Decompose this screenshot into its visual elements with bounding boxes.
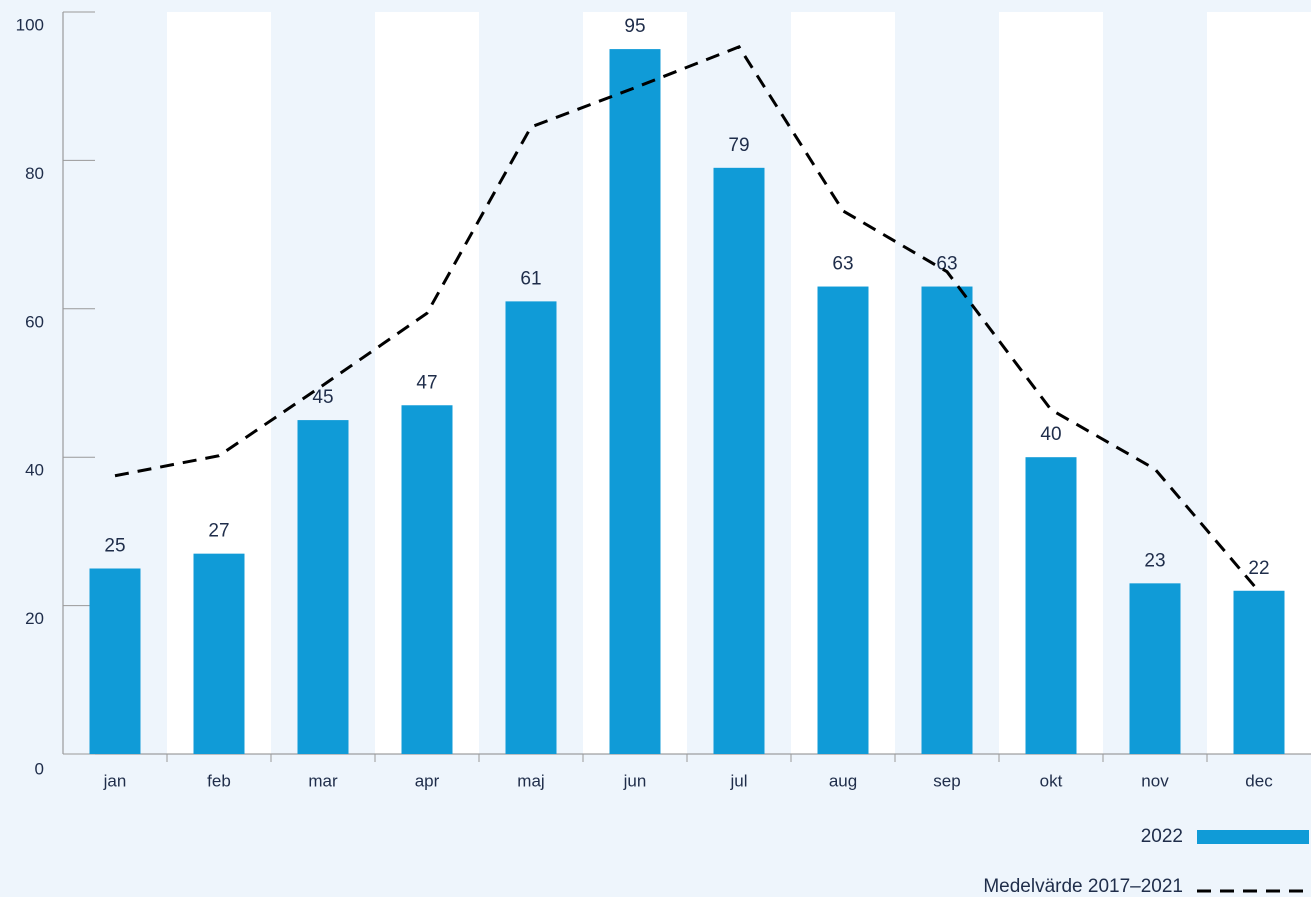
y-tick-label: 80 (25, 164, 44, 183)
value-label: 45 (312, 387, 333, 408)
bar (1025, 457, 1077, 754)
bar (713, 167, 765, 754)
y-tick-label: 0 (35, 759, 44, 778)
line (114, 45, 1261, 593)
x-tick-label: nov (1141, 771, 1169, 790)
x-tick-label: jun (623, 771, 647, 790)
legend-label: Medelvärde 2017–2021 (983, 876, 1183, 897)
x-tick-label: sep (933, 771, 960, 790)
value-label: 63 (832, 254, 853, 275)
x-tick-label: feb (207, 771, 231, 790)
x-tick-label: dec (1245, 771, 1273, 790)
bar (609, 49, 661, 755)
value-label: 95 (624, 16, 645, 37)
value-label: 22 (1248, 558, 1269, 579)
bar (921, 286, 973, 754)
bar (297, 420, 349, 754)
x-tick-label: maj (517, 771, 544, 790)
value-label: 40 (1040, 424, 1061, 445)
value-label: 63 (936, 254, 957, 275)
bar (89, 568, 141, 754)
y-tick-label: 20 (25, 609, 44, 628)
bar (1233, 590, 1285, 754)
bar (505, 301, 557, 754)
x-tick-label: apr (415, 771, 440, 790)
value-label: 79 (728, 135, 749, 156)
bar (193, 553, 245, 754)
y-tick-label: 60 (25, 312, 44, 331)
value-label: 23 (1144, 550, 1165, 571)
bar (817, 286, 869, 754)
legend-label: 2022 (1141, 826, 1183, 847)
x-tick-label: jan (103, 771, 127, 790)
legend-swatch (1197, 830, 1309, 844)
value-label: 61 (520, 268, 541, 289)
value-label: 25 (104, 536, 125, 557)
value-label: 27 (208, 521, 229, 542)
x-tick-label: mar (308, 771, 338, 790)
value-label: 47 (416, 372, 437, 393)
x-tick-label: jul (729, 771, 747, 790)
y-tick-label: 100 (16, 15, 44, 34)
bar (1129, 583, 1181, 754)
x-tick-label: aug (829, 771, 857, 790)
bar (401, 405, 453, 754)
x-tick-label: okt (1040, 771, 1063, 790)
y-tick-label: 40 (25, 461, 44, 480)
